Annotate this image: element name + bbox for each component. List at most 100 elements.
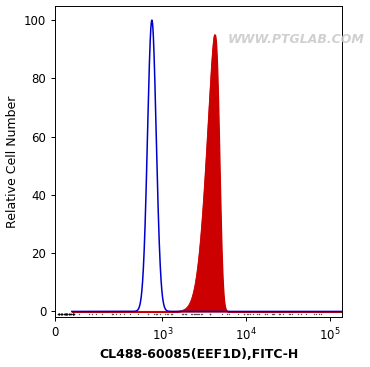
Point (271, 311, 277, 317)
Point (64, 311, 70, 317)
Point (207, 311, 213, 317)
Point (117, 311, 123, 317)
Point (269, 311, 275, 317)
Point (270, 311, 276, 317)
Point (254, 311, 260, 317)
Point (180, 311, 186, 317)
Point (312, 311, 317, 317)
Point (112, 311, 118, 317)
Point (289, 311, 295, 317)
Point (191, 311, 197, 317)
Point (66, 311, 72, 317)
Point (64, 311, 70, 317)
Point (169, 311, 175, 317)
Point (191, 311, 197, 317)
Point (280, 311, 286, 317)
Point (286, 311, 292, 317)
Point (70, 311, 75, 317)
Point (169, 311, 175, 317)
Point (296, 311, 302, 317)
X-axis label: CL488-60085(EEF1D),FITC-H: CL488-60085(EEF1D),FITC-H (99, 348, 299, 361)
Point (313, 311, 319, 317)
Point (60, 311, 65, 317)
Point (109, 311, 115, 317)
Point (67, 311, 73, 317)
Point (135, 311, 141, 317)
Point (207, 311, 213, 317)
Point (70, 311, 76, 317)
Point (303, 311, 309, 317)
Point (153, 311, 159, 317)
Y-axis label: Relative Cell Number: Relative Cell Number (6, 95, 18, 228)
Point (76, 311, 82, 317)
Point (70, 311, 76, 317)
Point (226, 311, 232, 317)
Point (63, 311, 69, 317)
Point (56, 311, 62, 317)
Point (183, 311, 189, 317)
Point (99, 311, 105, 317)
Point (207, 311, 213, 317)
Point (241, 311, 247, 317)
Point (67, 311, 73, 317)
Point (86, 311, 92, 317)
Point (165, 311, 171, 317)
Point (145, 311, 151, 317)
Point (262, 311, 268, 317)
Point (241, 311, 247, 317)
Point (276, 311, 282, 317)
Point (162, 311, 168, 317)
Point (109, 311, 115, 317)
Point (183, 311, 189, 317)
Point (180, 311, 186, 317)
Point (58, 311, 64, 317)
Point (56, 311, 62, 317)
Point (276, 311, 282, 317)
Point (70, 311, 75, 317)
Point (256, 311, 262, 317)
Point (277, 311, 283, 317)
Point (225, 311, 231, 317)
Point (219, 311, 225, 317)
Point (89, 311, 95, 317)
Point (151, 311, 157, 317)
Point (198, 311, 204, 317)
Point (287, 311, 293, 317)
Point (153, 311, 159, 317)
Point (199, 311, 205, 317)
Point (235, 311, 241, 317)
Point (264, 311, 270, 317)
Point (250, 311, 256, 317)
Point (62, 311, 68, 317)
Point (168, 311, 174, 317)
Point (194, 311, 200, 317)
Point (63, 311, 69, 317)
Point (155, 311, 161, 317)
Point (93, 311, 99, 317)
Point (195, 311, 201, 317)
Point (316, 311, 322, 317)
Point (62, 311, 68, 317)
Point (64, 311, 70, 317)
Point (145, 311, 151, 317)
Point (245, 311, 251, 317)
Point (299, 311, 305, 317)
Point (110, 311, 116, 317)
Point (56, 311, 62, 317)
Point (58, 311, 64, 317)
Text: WWW.PTGLAB.COM: WWW.PTGLAB.COM (228, 33, 364, 46)
Point (195, 311, 201, 317)
Point (262, 311, 268, 317)
Point (193, 311, 199, 317)
Point (55, 311, 61, 317)
Point (127, 311, 133, 317)
Point (188, 311, 194, 317)
Point (179, 311, 185, 317)
Point (247, 311, 253, 317)
Point (207, 311, 213, 317)
Point (61, 311, 67, 317)
Point (189, 311, 195, 317)
Point (182, 311, 188, 317)
Point (318, 311, 324, 317)
Point (71, 311, 77, 317)
